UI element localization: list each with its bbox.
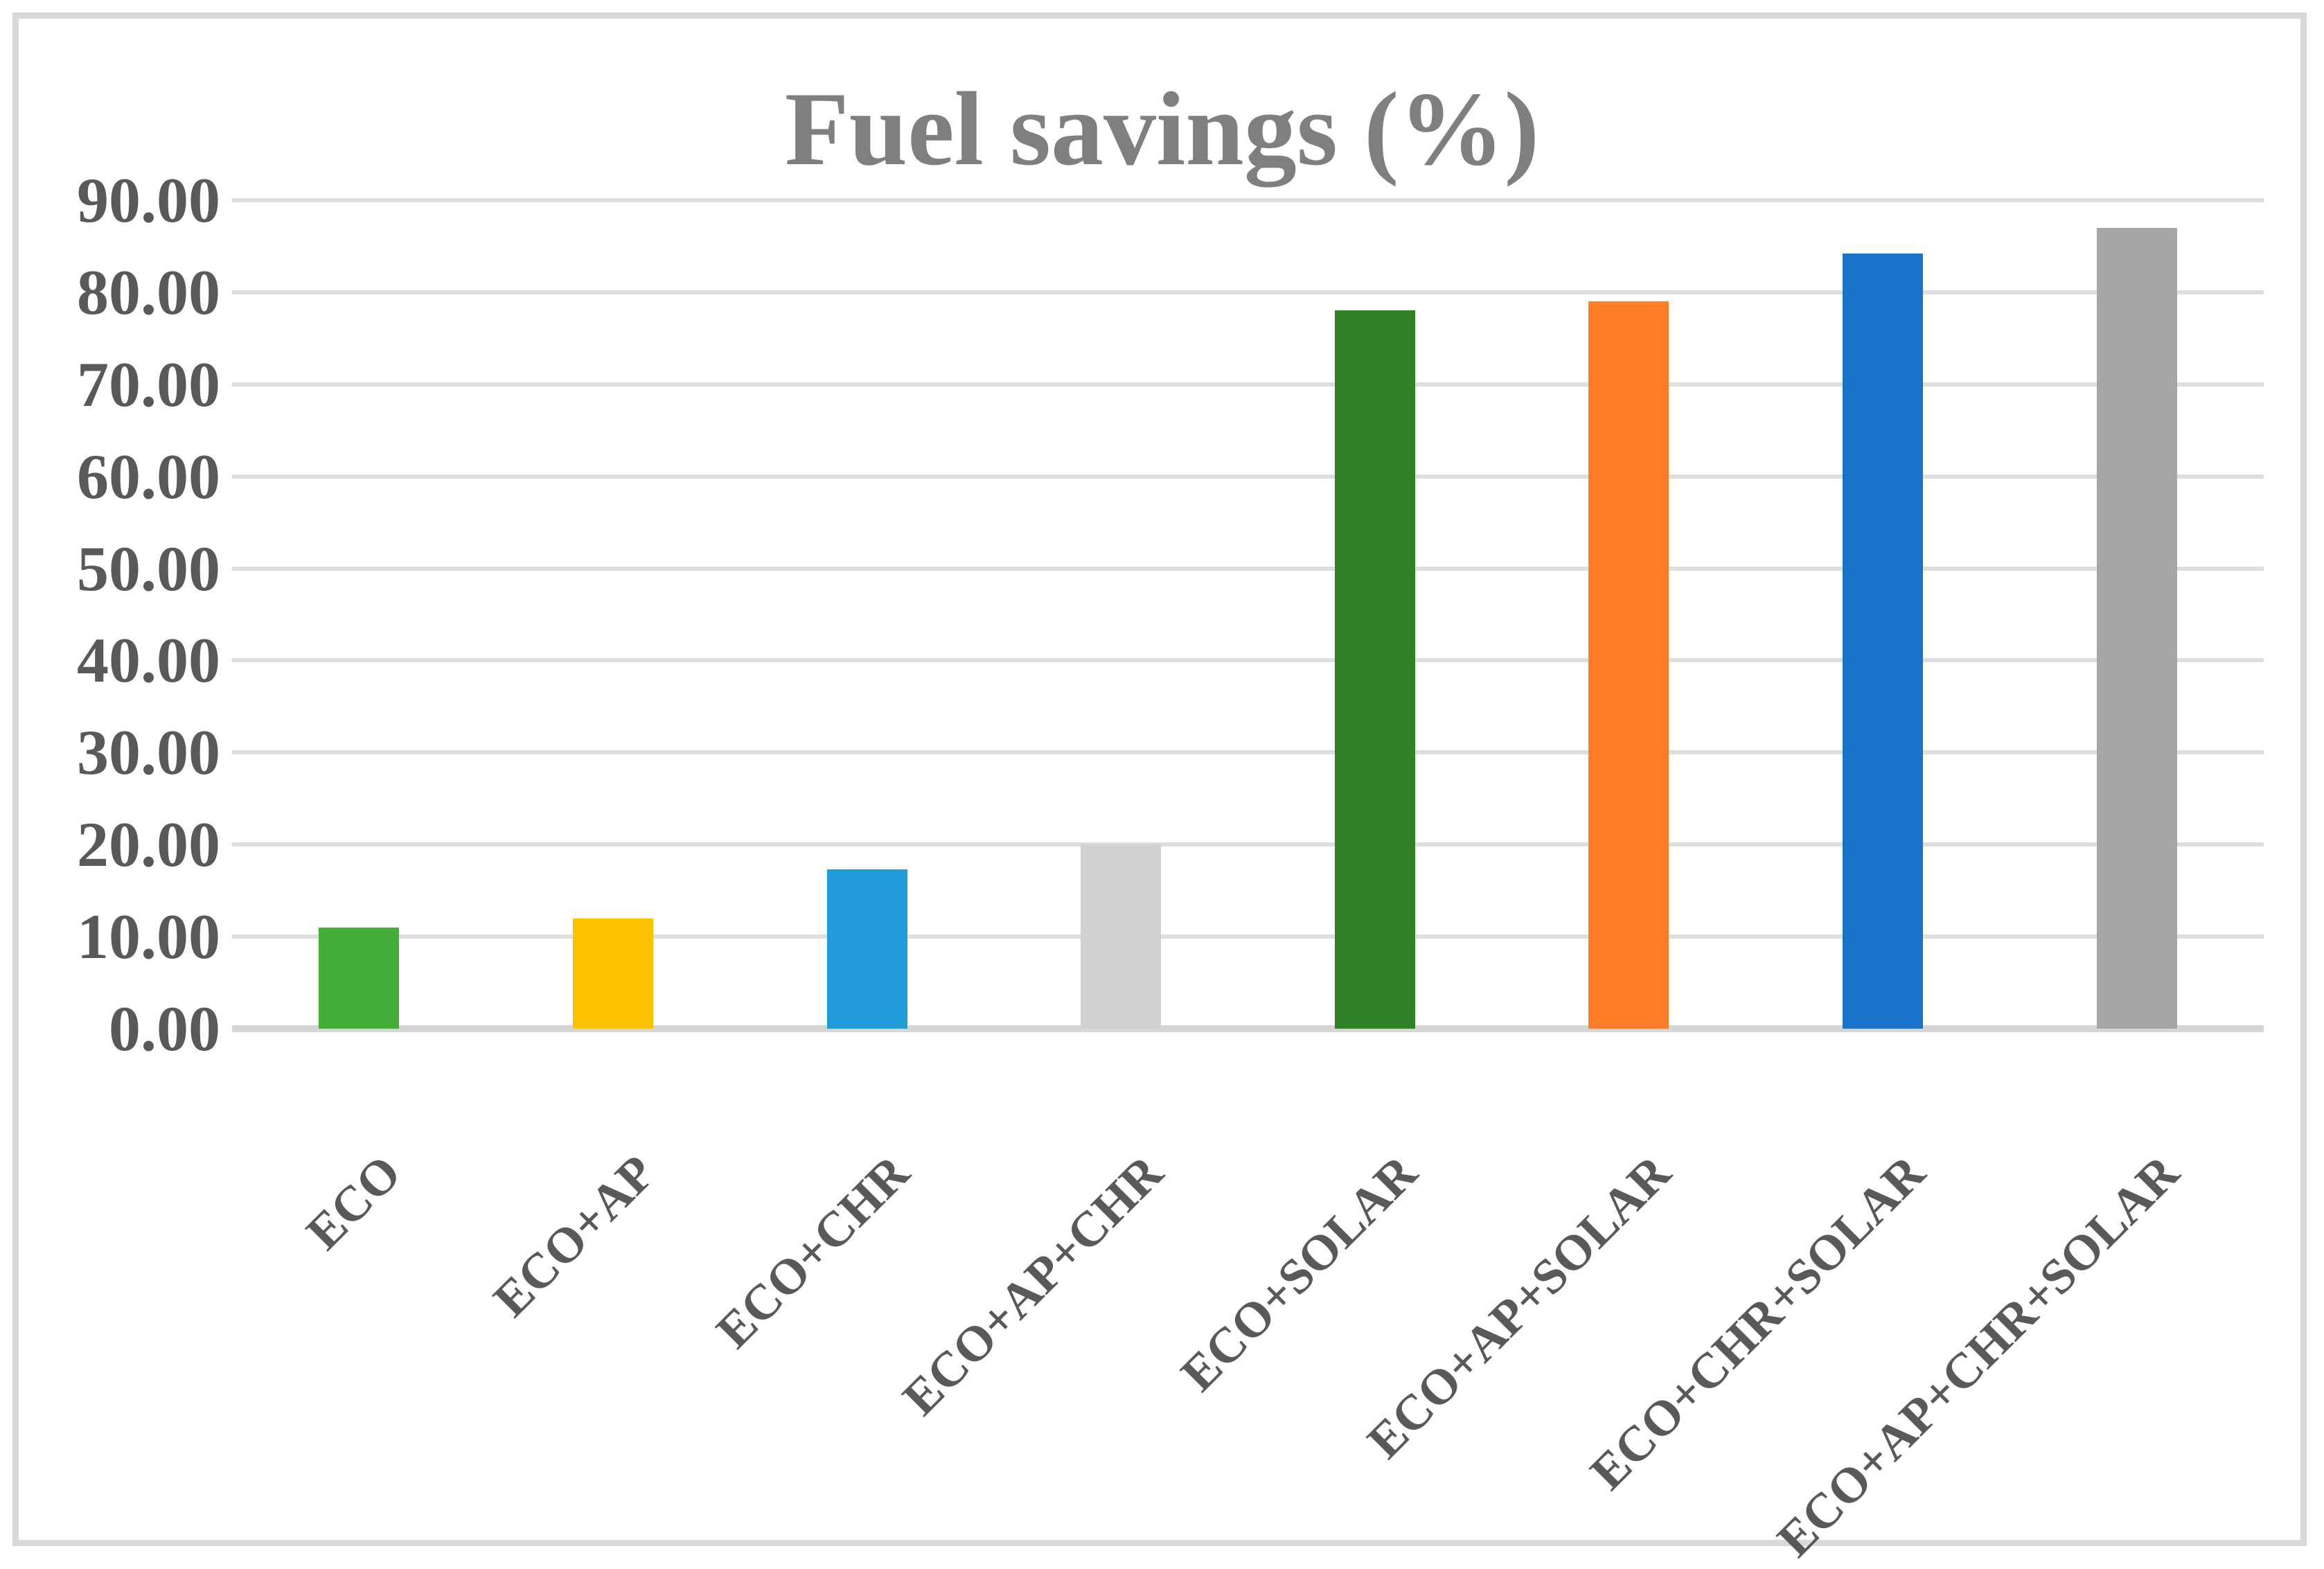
gridline bbox=[232, 934, 2264, 939]
y-axis-tick-label: 40.00 bbox=[77, 625, 220, 696]
gridline bbox=[232, 750, 2264, 755]
y-axis-tick-label: 50.00 bbox=[77, 533, 220, 604]
y-axis-tick-label: 10.00 bbox=[77, 901, 220, 973]
gridline bbox=[232, 474, 2264, 479]
bar-eco-ap-chr bbox=[1081, 844, 1162, 1029]
gridline bbox=[232, 842, 2264, 847]
y-axis-tick-label: 90.00 bbox=[77, 165, 220, 236]
gridline bbox=[232, 290, 2264, 294]
gridline bbox=[232, 382, 2264, 387]
bar-eco-ap-solar bbox=[1588, 301, 1669, 1029]
bar-eco-solar bbox=[1334, 310, 1415, 1029]
plot-area bbox=[232, 198, 2264, 1032]
bar-eco bbox=[319, 927, 400, 1029]
y-axis-tick-label: 60.00 bbox=[77, 441, 220, 512]
gridline bbox=[232, 658, 2264, 663]
x-axis-baseline bbox=[232, 1025, 2264, 1032]
y-axis-tick-label: 80.00 bbox=[77, 256, 220, 328]
bar-eco-ap bbox=[572, 918, 653, 1029]
bar-eco-ap-chr-solar bbox=[2096, 227, 2177, 1029]
bar-eco-chr bbox=[826, 869, 907, 1029]
y-axis-tick-label: 0.00 bbox=[109, 993, 220, 1064]
chart-frame-border bbox=[12, 12, 2307, 1546]
y-axis-tick-label: 70.00 bbox=[77, 348, 220, 420]
y-axis-tick-label: 20.00 bbox=[77, 809, 220, 880]
gridline bbox=[232, 198, 2264, 202]
bar-eco-chr-solar bbox=[1843, 254, 1924, 1029]
y-axis-tick-label: 30.00 bbox=[77, 717, 220, 788]
chart-title: Fuel savings (%) bbox=[784, 71, 1540, 187]
gridline bbox=[232, 566, 2264, 571]
